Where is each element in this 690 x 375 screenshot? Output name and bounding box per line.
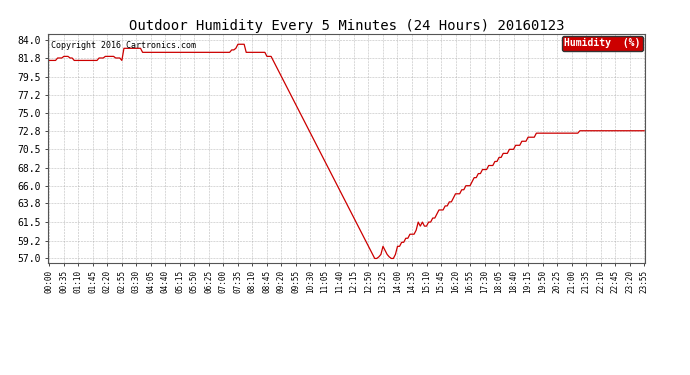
Text: Copyright 2016 Cartronics.com: Copyright 2016 Cartronics.com <box>51 40 196 50</box>
Legend: Humidity  (%): Humidity (%) <box>562 36 643 51</box>
Title: Outdoor Humidity Every 5 Minutes (24 Hours) 20160123: Outdoor Humidity Every 5 Minutes (24 Hou… <box>129 19 564 33</box>
